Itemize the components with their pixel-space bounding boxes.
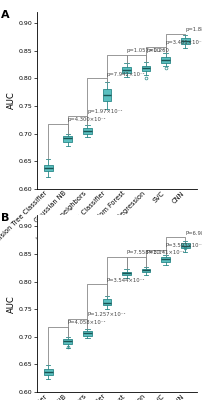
PathPatch shape <box>44 369 52 376</box>
PathPatch shape <box>44 165 52 171</box>
PathPatch shape <box>180 38 189 44</box>
PathPatch shape <box>160 57 169 63</box>
PathPatch shape <box>121 67 130 73</box>
Text: P=4.058×10⁻¹: P=4.058×10⁻¹ <box>67 320 106 325</box>
PathPatch shape <box>121 272 130 276</box>
Y-axis label: AUC: AUC <box>7 295 16 312</box>
Text: p=1.97×10⁻¹: p=1.97×10⁻¹ <box>87 109 122 114</box>
Text: P=7.558×10⁻¹: P=7.558×10⁻¹ <box>126 250 164 255</box>
PathPatch shape <box>83 331 91 336</box>
PathPatch shape <box>102 89 111 102</box>
PathPatch shape <box>141 269 150 272</box>
PathPatch shape <box>141 66 150 71</box>
Text: P=3.593×10⁻¹: P=3.593×10⁻¹ <box>165 243 202 248</box>
Text: p=1.057×10⁻¹: p=1.057×10⁻¹ <box>126 48 164 53</box>
Text: p=1.888×10⁻¹: p=1.888×10⁻¹ <box>184 28 202 32</box>
Y-axis label: AUC: AUC <box>7 92 16 109</box>
Text: p=4.300×10⁻¹: p=4.300×10⁻¹ <box>67 117 106 122</box>
PathPatch shape <box>63 339 72 344</box>
PathPatch shape <box>180 243 189 248</box>
PathPatch shape <box>160 257 169 262</box>
Text: B: B <box>1 214 9 224</box>
PathPatch shape <box>63 136 72 142</box>
Text: A: A <box>1 10 10 20</box>
Text: p=0.260: p=0.260 <box>145 48 168 53</box>
PathPatch shape <box>102 299 111 305</box>
Text: P=3.544×10⁻¹: P=3.544×10⁻¹ <box>106 278 145 283</box>
Text: P=6.981×10⁻¹: P=6.981×10⁻¹ <box>184 231 202 236</box>
Text: p=3.401×10⁻¹: p=3.401×10⁻¹ <box>165 40 202 45</box>
Text: P=1.257×10⁻¹: P=1.257×10⁻¹ <box>87 312 125 318</box>
Text: P=3.141×10⁻¹: P=3.141×10⁻¹ <box>145 250 184 255</box>
Text: p=7.942×10⁻¹: p=7.942×10⁻¹ <box>106 72 145 77</box>
PathPatch shape <box>83 128 91 134</box>
